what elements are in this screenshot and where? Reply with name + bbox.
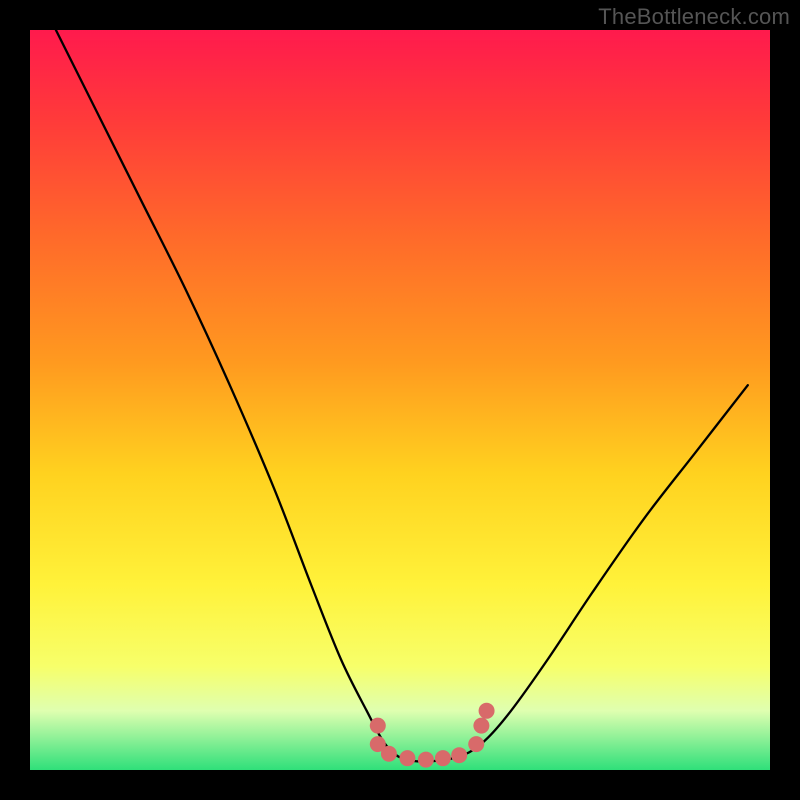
accent-dot xyxy=(435,750,451,766)
accent-dot xyxy=(473,718,489,734)
accent-dot xyxy=(451,747,467,763)
bottleneck-curve-layer xyxy=(30,30,770,770)
accent-dot xyxy=(418,752,434,768)
accent-dot xyxy=(381,746,397,762)
accent-dot xyxy=(479,703,495,719)
stage: TheBottleneck.com xyxy=(0,0,800,800)
bottleneck-curve xyxy=(56,30,748,761)
accent-dot xyxy=(399,750,415,766)
accent-dot xyxy=(468,736,484,752)
watermark-text: TheBottleneck.com xyxy=(598,4,790,30)
accent-dot xyxy=(370,718,386,734)
accent-dots-group xyxy=(370,703,495,768)
plot-area xyxy=(30,30,770,770)
